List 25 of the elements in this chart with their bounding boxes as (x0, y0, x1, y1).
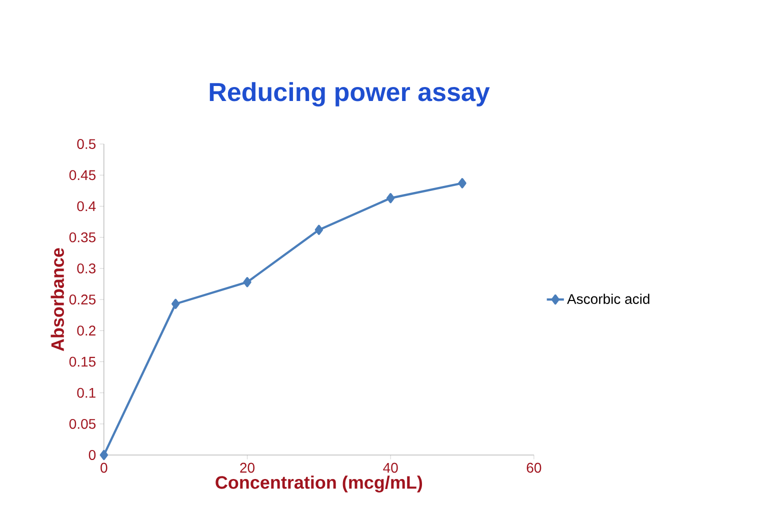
point (171, 298, 180, 309)
point (314, 224, 324, 235)
point (386, 193, 395, 204)
y-tick-label: 0.05 (69, 418, 96, 429)
point (458, 178, 466, 188)
point (100, 450, 108, 460)
y-tick-label: 0.45 (69, 170, 96, 180)
x-tick-label: 60 (526, 462, 542, 473)
x-tick-label: 40 (383, 462, 398, 473)
y-axis-title: Absorbance (50, 248, 64, 352)
y-tick-label: 0.25 (69, 294, 96, 304)
y-tick-label: 0.35 (69, 232, 96, 242)
y-tick-label: 0.5 (77, 139, 96, 149)
y-tick-label: 0.4 (77, 201, 96, 212)
y-tick-label: 0.3 (77, 263, 96, 274)
x-axis-title: Concentration (mcg/mL) (216, 476, 422, 492)
x-tick-label: 20 (240, 462, 254, 473)
legend-label: Ascorbic acid (567, 294, 650, 304)
y-tick-label: 0 (88, 450, 96, 460)
y-tick-label: 0.1 (77, 388, 96, 398)
chart-title: Reducing power assay (210, 82, 490, 106)
x-tick-label: 0 (100, 462, 108, 473)
y-tick-label: 0.2 (77, 326, 96, 336)
point (243, 277, 252, 288)
y-tick-label: 0.15 (69, 356, 96, 367)
